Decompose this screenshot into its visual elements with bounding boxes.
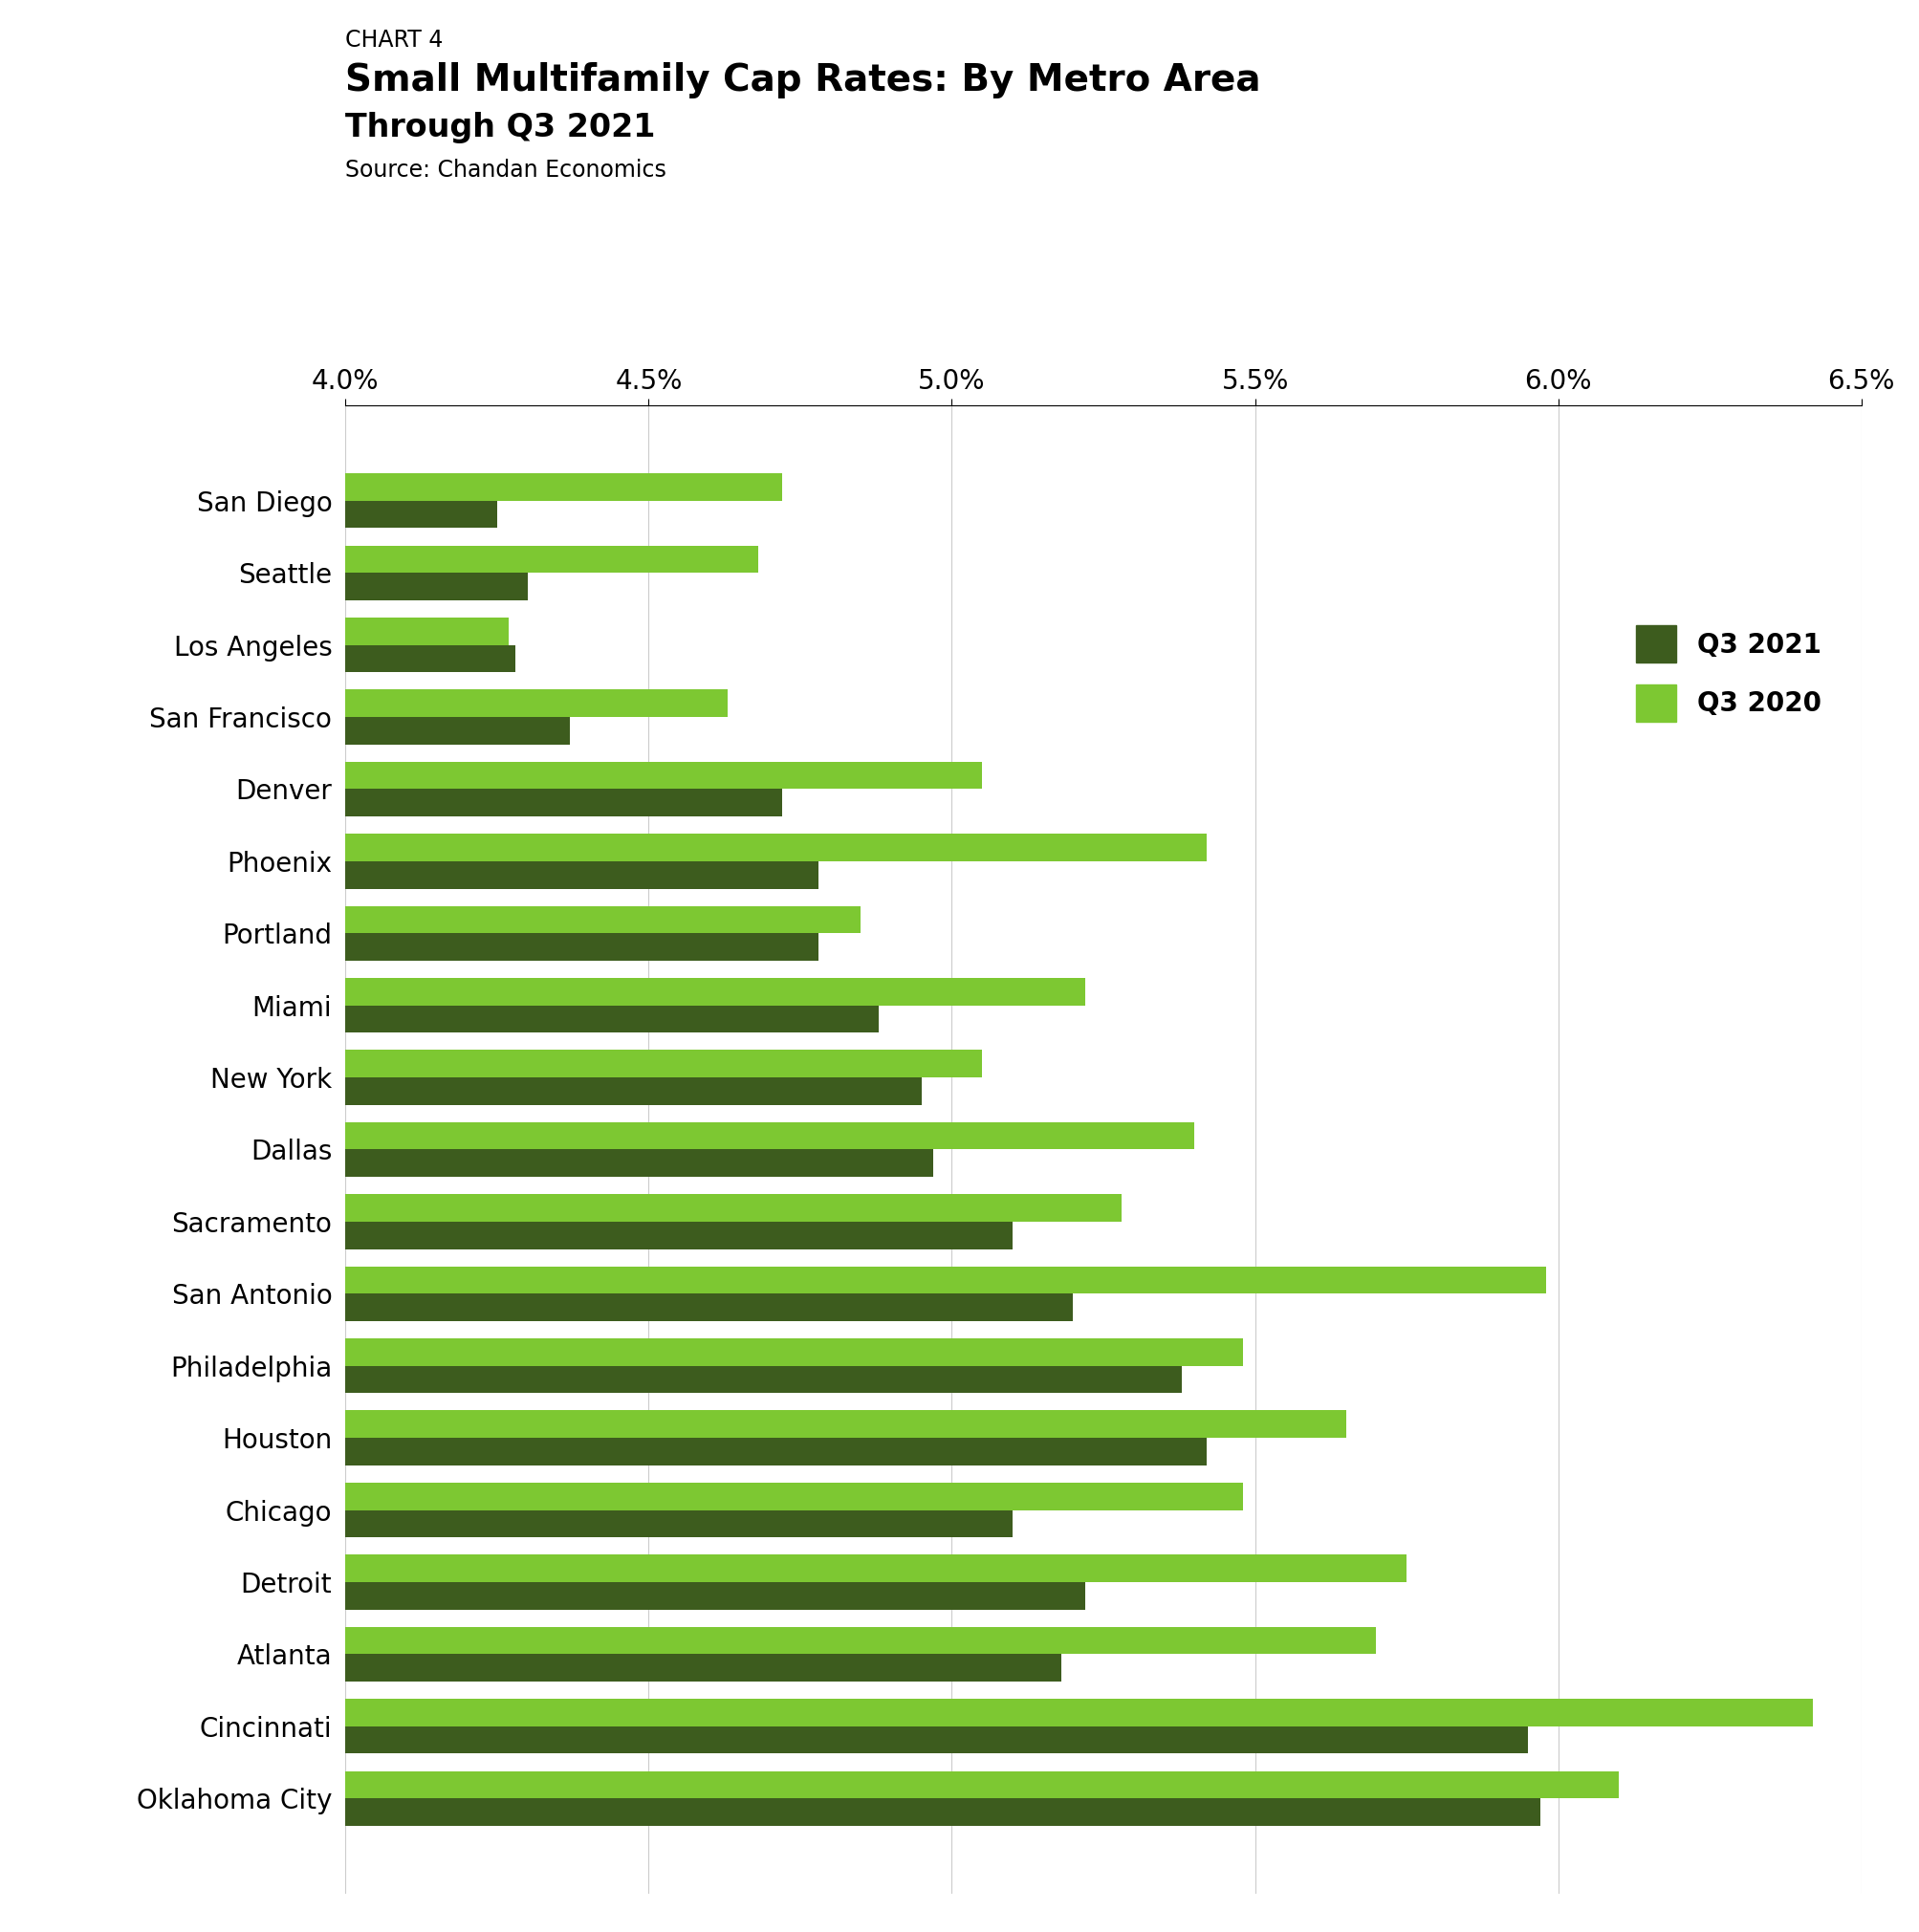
Bar (0, 761, 983, 788)
Bar (0, 1194, 1121, 1221)
Bar (0, 1051, 983, 1078)
Bar (0, 1122, 1194, 1150)
Bar (0, 717, 570, 744)
Bar (0, 788, 783, 817)
Legend: Q3 2021, Q3 2020: Q3 2021, Q3 2020 (1610, 599, 1848, 748)
Bar (0, 1799, 1541, 1826)
Bar (0, 862, 817, 889)
Bar (0, 835, 1207, 862)
Bar (0, 1555, 1407, 1582)
Bar (0, 1078, 921, 1105)
Bar (0, 473, 783, 500)
Bar (0, 1294, 1073, 1321)
Bar (0, 1727, 1528, 1754)
Bar (0, 1482, 1244, 1511)
Bar (0, 500, 497, 527)
Bar (0, 1005, 879, 1034)
Bar (0, 1698, 1813, 1727)
Bar (0, 1582, 1086, 1609)
Bar (0, 1627, 1376, 1654)
Text: Source: Chandan Economics: Source: Chandan Economics (345, 158, 666, 182)
Bar (0, 1150, 935, 1177)
Bar (0, 1366, 1182, 1393)
Bar (0, 1772, 1620, 1799)
Text: CHART 4: CHART 4 (345, 29, 443, 52)
Bar (0, 1437, 1207, 1464)
Bar (0, 1221, 1013, 1248)
Bar (0, 1410, 1345, 1437)
Bar (0, 645, 514, 672)
Bar (0, 978, 1086, 1005)
Text: Small Multifamily Cap Rates: By Metro Area: Small Multifamily Cap Rates: By Metro Ar… (345, 62, 1261, 99)
Bar (0, 545, 758, 572)
Bar (0, 1654, 1061, 1681)
Bar (0, 572, 528, 601)
Bar (0, 618, 509, 645)
Bar (0, 906, 862, 933)
Bar (0, 1265, 1547, 1294)
Bar (0, 1339, 1244, 1366)
Bar (0, 933, 817, 960)
Bar (0, 1511, 1013, 1538)
Text: Through Q3 2021: Through Q3 2021 (345, 112, 656, 143)
Bar (0, 690, 727, 717)
